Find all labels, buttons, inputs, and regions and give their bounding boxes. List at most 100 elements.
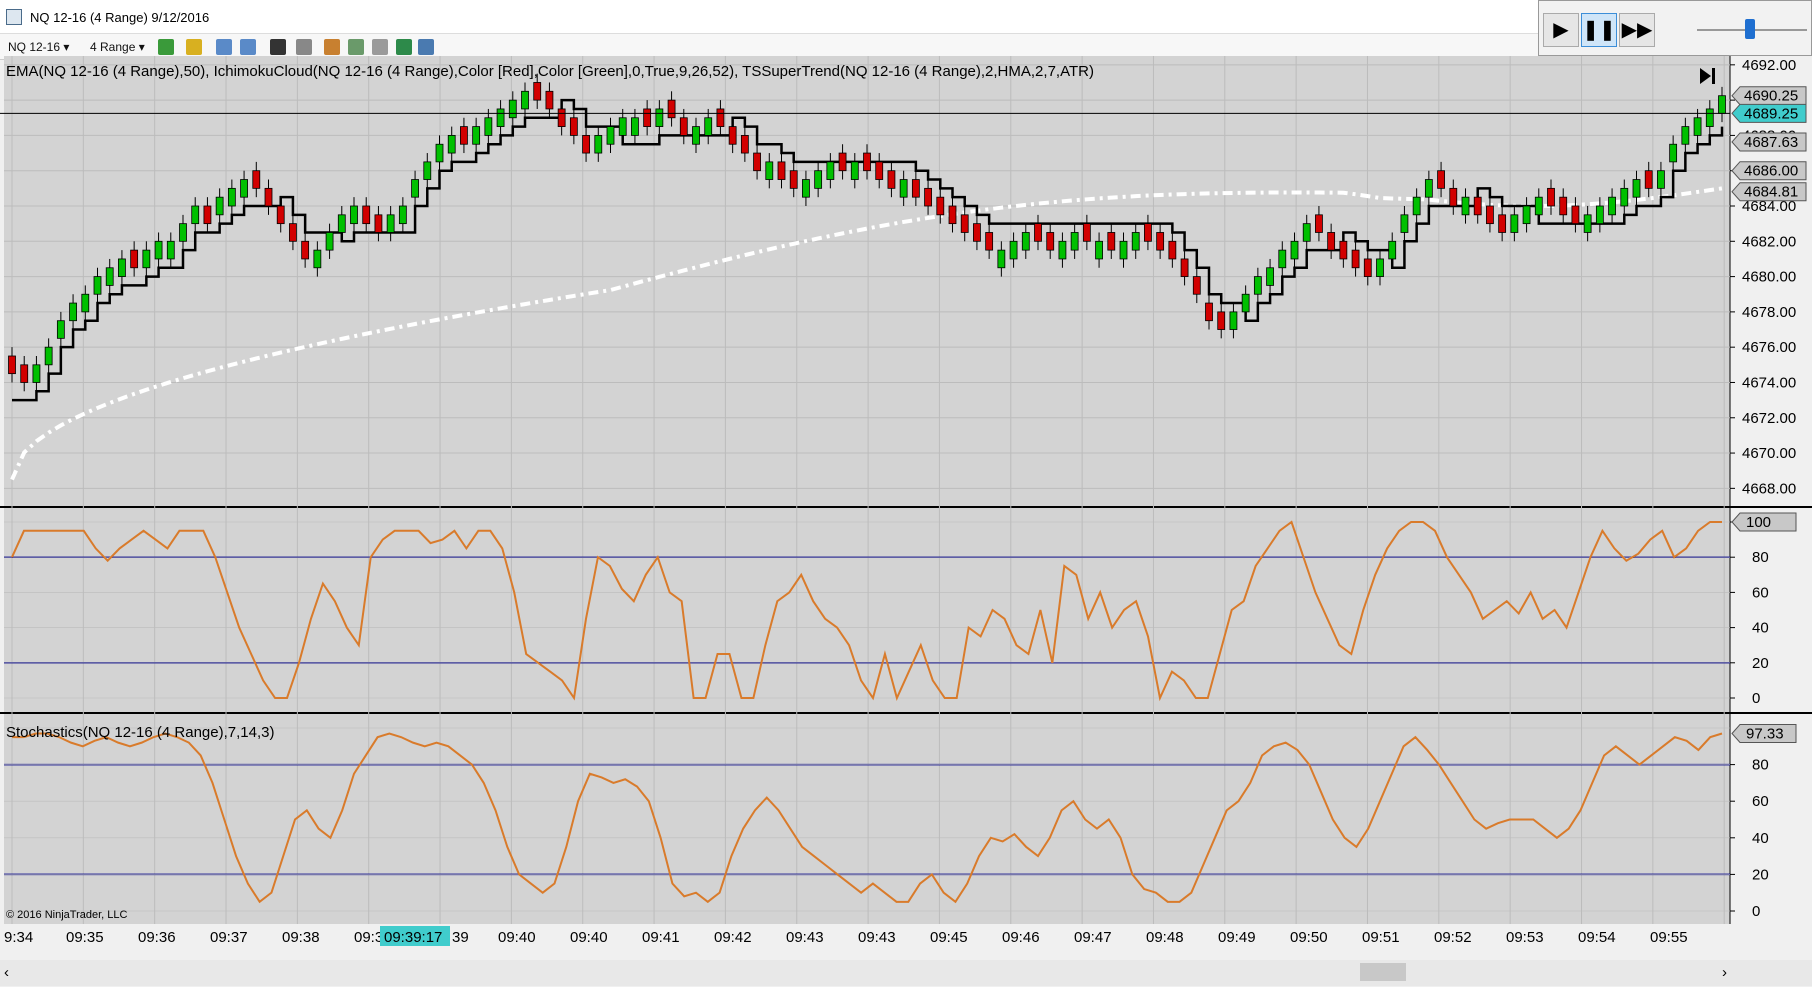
candle (594, 126, 603, 162)
price-tick-label: 4672.00 (1742, 410, 1796, 427)
play-button[interactable]: ▶ (1543, 13, 1579, 47)
down-candle-body (533, 82, 542, 101)
time-tick-label: 09:40 (498, 929, 536, 946)
up-candle-body (1461, 196, 1470, 216)
candle (728, 117, 737, 154)
up-candle-body (191, 205, 200, 225)
candle (1486, 197, 1494, 233)
pause-icon: ❚❚ (1582, 19, 1616, 41)
chart-area[interactable]: ‹›4692.004690.004688.004686.004684.00468… (0, 56, 1812, 986)
chart-canvas[interactable]: ‹›4692.004690.004688.004686.004684.00468… (0, 56, 1812, 986)
up-candle-body (313, 249, 322, 269)
candle (81, 285, 90, 321)
candle (1266, 258, 1274, 295)
stochastics-line (12, 732, 1723, 904)
down-candle-body (863, 152, 871, 172)
up-candle-body (802, 179, 810, 198)
down-candle-body (460, 126, 468, 145)
time-tick-label: 09:43 (786, 929, 824, 946)
price-marker-label: 4687.63 (1744, 134, 1798, 151)
candle (802, 170, 810, 206)
bar-type-icon[interactable] (158, 39, 174, 55)
stochastics-tick-label: 60 (1752, 793, 1769, 810)
fast-forward-button[interactable]: ▶▶ (1619, 13, 1655, 47)
candle (1315, 206, 1323, 242)
up-candle-body (1119, 240, 1128, 260)
data-box-icon[interactable] (396, 39, 412, 55)
down-candle-body (252, 170, 261, 189)
playback-speed-slider[interactable] (1745, 19, 1755, 39)
templates-icon[interactable] (372, 39, 388, 55)
up-candle-body (423, 161, 432, 180)
candle (1669, 135, 1678, 171)
candle (508, 91, 517, 127)
candle (240, 170, 248, 206)
up-candle-body (325, 232, 334, 251)
time-tick-label: 09:35 (66, 929, 104, 946)
instrument-selector[interactable]: NQ 12-16 ▾ (8, 37, 69, 57)
candle (863, 144, 871, 180)
candle (1583, 206, 1592, 242)
crosshair-time-badge (380, 926, 450, 946)
up-candle-body (1400, 214, 1409, 233)
up-candle-body (1534, 196, 1543, 216)
candle (1534, 188, 1543, 224)
candle (1547, 179, 1555, 215)
strategies-icon[interactable] (348, 39, 364, 55)
down-candle-body (985, 232, 994, 251)
stochastics-value-badge (1731, 723, 1797, 743)
down-candle-body (1082, 223, 1091, 242)
down-candle-body (740, 135, 749, 154)
candle (1192, 267, 1201, 304)
zoom-in-icon[interactable] (216, 39, 232, 55)
oscillator-value-label: 100 (1746, 514, 1771, 531)
candle (1156, 223, 1165, 259)
period-selector[interactable]: 4 Range ▾ (90, 37, 145, 57)
candle (545, 82, 554, 118)
time-tick-label: 09:55 (1650, 929, 1688, 946)
period-label: 4 Range (90, 40, 136, 54)
down-candle-body (276, 205, 285, 225)
candle (276, 197, 285, 233)
indicators-icon[interactable] (324, 39, 340, 55)
candle (301, 232, 310, 268)
up-candle-body (814, 170, 823, 189)
oscillator-tick-label: 80 (1752, 549, 1769, 566)
candle (692, 117, 700, 154)
drawing-tool-icon[interactable] (186, 39, 202, 55)
candle (875, 153, 884, 189)
up-candle-body (69, 302, 77, 322)
candle (814, 161, 823, 198)
up-candle-body (56, 320, 65, 339)
properties-icon[interactable] (296, 39, 312, 55)
candle (1034, 214, 1042, 251)
price-marker-label: 4686.00 (1744, 163, 1798, 180)
down-candle-body (1327, 232, 1336, 251)
candle (1107, 223, 1116, 259)
up-candle-body (105, 267, 114, 286)
candle (569, 108, 578, 145)
up-candle-body (447, 135, 456, 154)
up-candle-body (1376, 258, 1384, 277)
candle (398, 197, 407, 233)
candle (1363, 250, 1372, 286)
candle (997, 241, 1006, 277)
stochastics-tick-label: 0 (1752, 903, 1760, 920)
candle (1449, 179, 1458, 215)
candle (472, 117, 481, 154)
up-candle-body (435, 143, 444, 163)
window-title: NQ 12-16 (4 Range) 9/12/2016 (30, 10, 210, 25)
up-candle-body (1522, 205, 1531, 225)
candle (838, 144, 847, 180)
down-candle-body (8, 355, 16, 375)
pause-button[interactable]: ❚❚ (1581, 13, 1617, 47)
up-candle-body (166, 240, 175, 260)
down-candle-body (838, 152, 847, 172)
up-candle-body (826, 161, 835, 180)
candle (765, 153, 774, 189)
crosshair-icon[interactable] (270, 39, 286, 55)
chart-trader-icon[interactable] (418, 39, 434, 55)
down-candle-body (973, 223, 981, 242)
candle (118, 250, 126, 286)
zoom-out-icon[interactable] (240, 39, 256, 55)
